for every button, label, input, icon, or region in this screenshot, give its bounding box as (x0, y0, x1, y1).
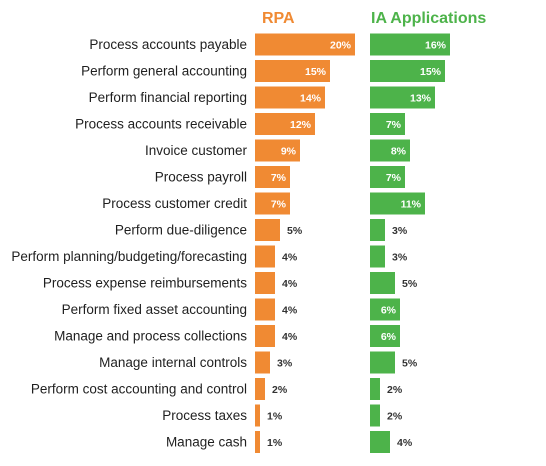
rpa-value-label-manage-internal-controls: 3% (277, 358, 293, 370)
rpa-value-label-invoice-customer: 9% (281, 146, 297, 158)
category-label-perform-general-accounting: Perform general accounting (81, 64, 247, 79)
rpa-bar-process-accounts-receivable (255, 113, 315, 135)
category-label-perform-fixed-asset-accounting: Perform fixed asset accounting (62, 302, 247, 317)
ia-applications-value-label-perform-financial-reporting: 13% (410, 93, 432, 105)
rpa-bar-perform-general-accounting (255, 60, 330, 82)
rpa-value-label-process-taxes: 1% (267, 411, 283, 423)
rpa-bar-manage-and-process-collections (255, 325, 275, 347)
category-label-invoice-customer: Invoice customer (145, 143, 248, 158)
rpa-value-label-manage-cash: 1% (267, 437, 283, 449)
ia-applications-bar-process-accounts-payable (370, 33, 450, 56)
rpa-bar-perform-fixed-asset-accounting (255, 298, 275, 321)
ia-applications-value-label-perform-fixed-asset-accounting: 6% (381, 305, 397, 317)
category-label-manage-internal-controls: Manage internal controls (99, 355, 247, 370)
category-label-process-payroll: Process payroll (155, 170, 247, 185)
ia-applications-value-label-process-accounts-payable: 16% (425, 40, 447, 52)
category-label-process-taxes: Process taxes (162, 408, 247, 423)
category-label-process-expense-reimbursements: Process expense reimbursements (43, 276, 247, 291)
ia-applications-value-label-process-taxes: 2% (387, 411, 403, 423)
ia-applications-value-label-perform-general-accounting: 15% (420, 66, 442, 78)
ia-applications-bar-process-accounts-receivable (370, 113, 405, 135)
ia-applications-bar-manage-internal-controls (370, 351, 395, 374)
category-label-perform-financial-reporting: Perform financial reporting (89, 90, 247, 105)
rpa-bar-process-accounts-payable (255, 33, 355, 56)
ia-applications-bar-perform-planning-budgeting-forecasting (370, 245, 385, 268)
ia-applications-value-label-perform-planning-budgeting-forecasting: 3% (392, 252, 408, 264)
ia-applications-value-label-process-expense-reimbursements: 5% (402, 278, 418, 290)
rpa-bar-perform-cost-accounting-and-control (255, 378, 265, 400)
rpa-value-label-perform-general-accounting: 15% (305, 66, 327, 78)
ia-applications-bar-process-customer-credit (370, 192, 425, 215)
rpa-value-label-perform-financial-reporting: 14% (300, 93, 322, 105)
ia-applications-bar-manage-cash (370, 431, 390, 453)
rpa-bar-manage-internal-controls (255, 351, 270, 374)
category-label-process-customer-credit: Process customer credit (102, 196, 247, 211)
rpa-bar-process-customer-credit (255, 192, 290, 215)
rpa-value-label-process-payroll: 7% (271, 172, 287, 184)
rpa-bar-perform-financial-reporting (255, 86, 325, 109)
rpa-value-label-process-accounts-receivable: 12% (290, 119, 312, 131)
ia-applications-value-label-manage-cash: 4% (397, 437, 413, 449)
ia-applications-value-label-process-payroll: 7% (386, 172, 402, 184)
category-label-manage-and-process-collections: Manage and process collections (54, 329, 247, 344)
rpa-value-label-perform-due-diligence: 5% (287, 225, 303, 237)
ia-applications-bar-perform-cost-accounting-and-control (370, 378, 380, 400)
ia-applications-bar-perform-due-diligence (370, 219, 385, 241)
ia-applications-bar-process-expense-reimbursements (370, 272, 395, 294)
ia-applications-value-label-perform-cost-accounting-and-control: 2% (387, 384, 403, 396)
ia-applications-value-label-process-customer-credit: 11% (401, 199, 422, 211)
ia-applications-value-label-invoice-customer: 8% (391, 146, 407, 158)
ia-applications-bar-process-payroll (370, 166, 405, 188)
rpa-header: RPA (262, 10, 295, 27)
rpa-panel: RPA 20% 15% 14% 12% 9% 7% 7% 5% 4% 4% 4% 4% 3% 2% 1% 1% (255, 10, 355, 453)
rpa-bar-perform-planning-budgeting-forecasting (255, 245, 275, 268)
rpa-value-label-process-expense-reimbursements: 4% (282, 278, 298, 290)
category-label-perform-due-diligence: Perform due-diligence (115, 223, 247, 238)
category-label-perform-planning-budgeting-forecasting: Perform planning/budgeting/forecasting (11, 249, 247, 264)
rpa-value-label-process-customer-credit: 7% (271, 199, 287, 211)
category-label-perform-cost-accounting-and-control: Perform cost accounting and control (31, 382, 247, 397)
ia-applications-value-label-manage-internal-controls: 5% (402, 358, 418, 370)
rpa-bar-perform-due-diligence (255, 219, 280, 241)
rpa-value-label-perform-cost-accounting-and-control: 2% (272, 384, 288, 396)
rpa-value-label-manage-and-process-collections: 4% (282, 331, 298, 343)
ia-applications-value-label-process-accounts-receivable: 7% (386, 119, 402, 131)
rpa-value-label-perform-planning-budgeting-forecasting: 4% (282, 252, 298, 264)
ia-applications-value-label-perform-due-diligence: 3% (392, 225, 408, 237)
ia-applications-bar-perform-financial-reporting (370, 86, 435, 109)
ia-applications-bar-perform-fixed-asset-accounting (370, 298, 400, 321)
ia-applications-panel: IA Applications 16% 15% 13% 7% 8% 7% 11% 3% 3% 5% 6… (370, 10, 486, 453)
rpa-value-label-process-accounts-payable: 20% (330, 40, 352, 52)
ia-applications-bar-process-taxes (370, 404, 380, 427)
ia-applications-bar-invoice-customer (370, 139, 410, 162)
category-labels: Process accounts payable Perform general … (11, 37, 247, 450)
rpa-bar-process-expense-reimbursements (255, 272, 275, 294)
rpa-value-label-perform-fixed-asset-accounting: 4% (282, 305, 298, 317)
ia-applications-value-label-manage-and-process-collections: 6% (381, 331, 397, 343)
category-label-manage-cash: Manage cash (166, 435, 247, 450)
rpa-bar-invoice-customer (255, 139, 300, 162)
category-label-process-accounts-receivable: Process accounts receivable (75, 117, 247, 132)
ia-applications-bar-perform-general-accounting (370, 60, 445, 82)
rpa-bar-process-taxes (255, 404, 260, 427)
category-label-process-accounts-payable: Process accounts payable (89, 37, 247, 52)
rpa-bar-manage-cash (255, 431, 260, 453)
ia-applications-bar-manage-and-process-collections (370, 325, 400, 347)
ia-applications-header: IA Applications (371, 10, 486, 27)
rpa-bar-process-payroll (255, 166, 290, 188)
